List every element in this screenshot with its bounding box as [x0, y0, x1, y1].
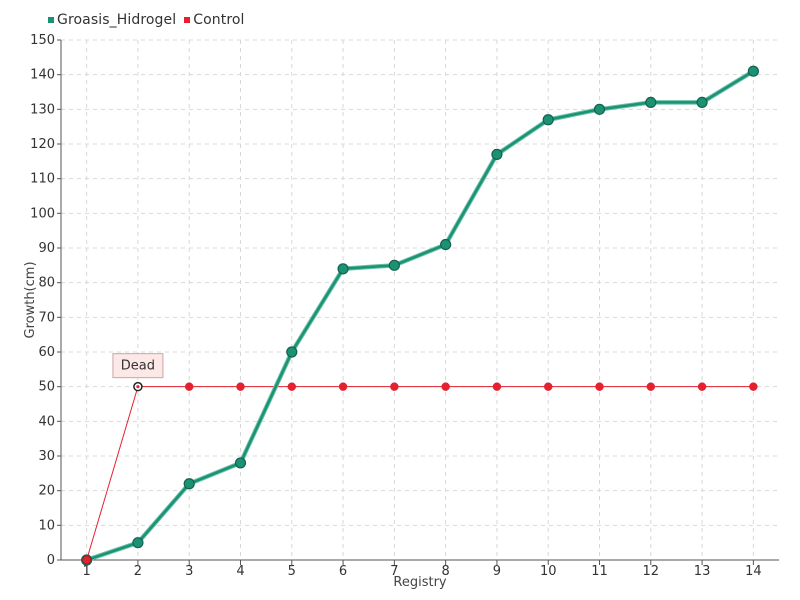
data-point[interactable]: [338, 382, 348, 391]
data-point[interactable]: [441, 382, 450, 391]
y-tick-label: 40: [38, 414, 55, 429]
data-point[interactable]: [287, 382, 297, 391]
legend: Groasis_Hidrogel Control: [48, 12, 245, 28]
data-point[interactable]: [440, 238, 452, 251]
data-point[interactable]: [234, 457, 247, 469]
y-tick-label: 150: [30, 33, 55, 48]
y-tick-label: 60: [38, 345, 55, 360]
data-point[interactable]: [543, 382, 553, 391]
series-line: [86, 70, 755, 562]
data-point[interactable]: [747, 65, 759, 77]
data-point[interactable]: [749, 382, 758, 391]
y-tick-label: 120: [30, 137, 55, 152]
data-point[interactable]: [184, 382, 194, 391]
data-point[interactable]: [390, 382, 399, 391]
series-group: [81, 65, 759, 566]
y-tick-label: 110: [30, 172, 55, 187]
legend-label-control: Control: [193, 12, 245, 28]
data-point[interactable]: [183, 478, 195, 490]
data-point[interactable]: [645, 96, 657, 109]
legend-swatch-groasis-hidrogel: [48, 17, 54, 23]
data-point[interactable]: [595, 382, 604, 391]
data-point[interactable]: [696, 96, 708, 109]
data-point[interactable]: [697, 382, 707, 391]
x-tick-label: 7: [390, 564, 398, 579]
x-tick-label: 12: [643, 564, 660, 579]
annotation-box: [112, 353, 164, 379]
y-tick-label: 0: [47, 553, 55, 568]
data-point[interactable]: [236, 382, 245, 391]
data-point[interactable]: [82, 555, 92, 565]
x-tick-label: 2: [134, 564, 142, 579]
x-tick-label: 14: [745, 564, 762, 579]
annotation-label: Dead: [121, 359, 155, 374]
data-point[interactable]: [646, 382, 656, 391]
grid: [61, 39, 779, 560]
x-axis-title: Registry: [393, 575, 447, 590]
legend-item-groasis-hidrogel[interactable]: Groasis_Hidrogel: [48, 12, 176, 28]
y-tick-label: 130: [30, 102, 55, 117]
x-tick-label: 10: [540, 564, 557, 579]
x-tick-label: 9: [493, 564, 501, 579]
x-tick-label: 5: [288, 564, 296, 579]
y-tick-label: 70: [38, 310, 55, 325]
x-tick-label: 4: [236, 564, 244, 579]
annotation: Dead: [112, 353, 164, 392]
y-tick-label: 90: [38, 241, 55, 256]
data-point[interactable]: [593, 103, 606, 115]
y-tick-label: 30: [38, 449, 55, 464]
y-tick-label: 50: [38, 380, 55, 395]
legend-label-groasis-hidrogel: Groasis_Hidrogel: [57, 12, 177, 28]
legend-swatch-control: [184, 17, 191, 23]
y-axis-title: Growth(cm): [23, 261, 38, 338]
annotation-marker-dot: [136, 385, 140, 389]
x-tick-label: 1: [83, 564, 91, 579]
y-tick-label: 80: [38, 276, 55, 291]
series-groasis-hidrogel: [81, 65, 759, 566]
y-tick-label: 140: [30, 68, 55, 83]
x-tick-label: 6: [339, 564, 347, 579]
series-control: [82, 382, 758, 565]
series-line: [86, 386, 754, 561]
x-tick-label: 13: [694, 564, 711, 579]
data-point[interactable]: [286, 346, 298, 358]
annotations: Dead: [112, 353, 164, 392]
data-point[interactable]: [337, 263, 349, 275]
legend-item-control[interactable]: Control: [184, 12, 244, 28]
data-point[interactable]: [492, 382, 502, 391]
x-tick-label: 8: [442, 564, 450, 579]
x-tick-label: 11: [591, 564, 608, 579]
data-point[interactable]: [388, 259, 400, 271]
data-point[interactable]: [542, 114, 554, 126]
y-tick-label: 20: [38, 484, 55, 499]
data-point[interactable]: [132, 537, 144, 549]
y-tick-label: 10: [38, 518, 55, 533]
y-tick-label: 100: [30, 206, 55, 221]
x-tick-label: 3: [185, 564, 193, 579]
data-point[interactable]: [491, 148, 503, 160]
